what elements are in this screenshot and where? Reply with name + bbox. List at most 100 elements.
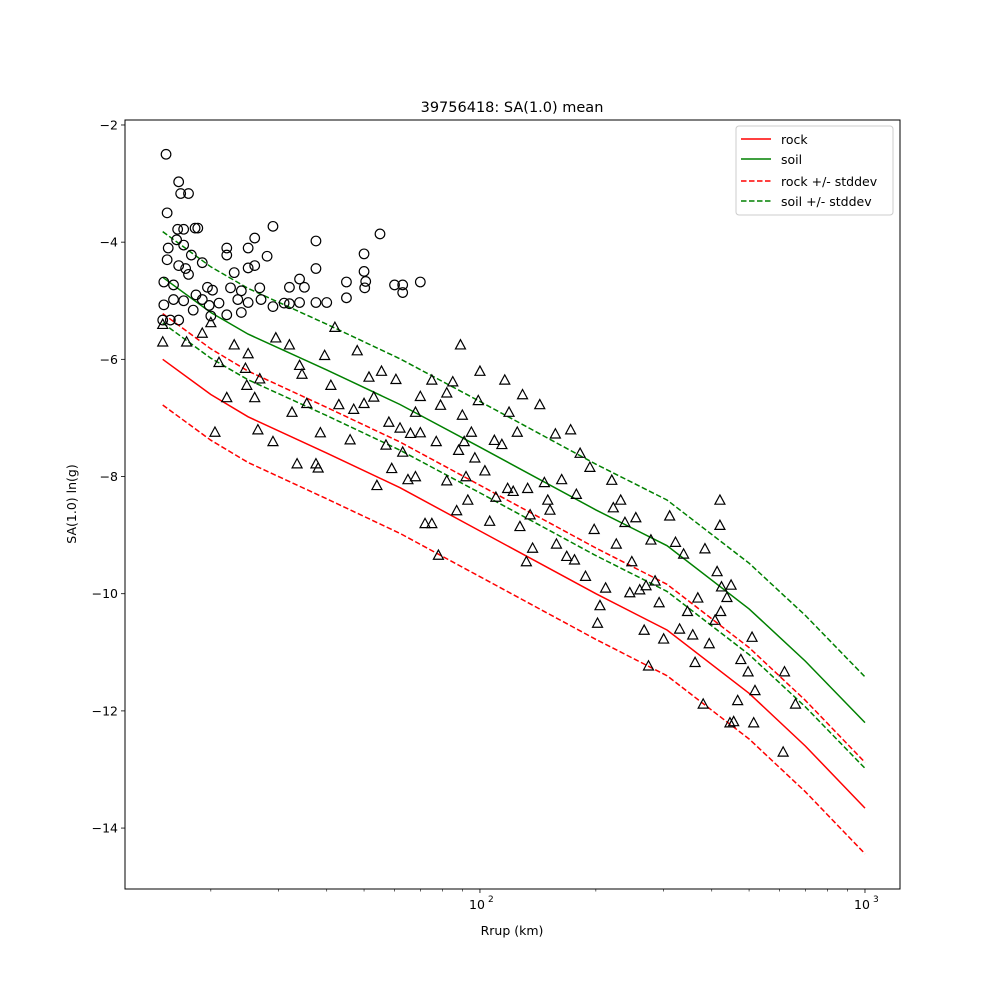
triangle-data-point [507, 484, 520, 497]
triangle-data-point [228, 338, 241, 350]
triangle-data-point [446, 375, 459, 387]
triangle-data-point [473, 364, 486, 376]
triangle-data-point [358, 397, 371, 409]
triangle-data-point [300, 397, 313, 409]
circle-data-point [221, 309, 233, 321]
triangle-data-point [511, 425, 524, 437]
circle-data-point [414, 276, 426, 288]
circle-data-point [284, 281, 295, 293]
legend-soil-stddev-label: soil +/- stddev [781, 194, 872, 209]
x-tick-label-exponent: 3 [873, 895, 879, 905]
circle-data-point [173, 260, 185, 271]
triangle-data-point [382, 415, 395, 427]
triangle-data-point [778, 665, 791, 677]
triangle-data-point [461, 493, 474, 505]
circle-data-point [180, 263, 192, 274]
circle-data-point [242, 242, 254, 254]
circle-data-point [160, 148, 172, 160]
triangle-data-point [686, 628, 699, 640]
triangle-data-point [465, 425, 478, 437]
triangle-data-point [642, 659, 655, 671]
circle-data-point [213, 297, 225, 309]
triangle-data-point [663, 509, 676, 521]
triangle-data-point [789, 697, 802, 709]
triangle-data-point [472, 394, 485, 406]
circle-data-point [294, 297, 305, 308]
triangle-data-point [564, 423, 577, 435]
triangle-data-point [618, 515, 631, 528]
triangle-data-point [533, 398, 546, 410]
y-axis-label: SA(1.0) ln(g) [64, 464, 79, 543]
triangle-data-point [283, 338, 296, 350]
circle-data-point [205, 310, 217, 322]
triangle-data-point [550, 537, 563, 549]
plot-content [156, 148, 866, 855]
circle-data-point [221, 249, 233, 261]
circle-data-point [310, 297, 322, 308]
triangle-data-point [196, 326, 209, 338]
triangle-data-point [419, 517, 432, 529]
circle-data-point [261, 250, 273, 262]
triangle-data-point [156, 335, 169, 347]
y-tick-label: −2 [100, 117, 118, 132]
circle-data-point [278, 297, 290, 309]
triangle-data-point [689, 655, 702, 668]
triangle-data-point [312, 461, 325, 473]
soil-plus-stddev-line [162, 230, 866, 678]
triangle-data-point [248, 391, 261, 403]
axes-frame [124, 119, 901, 890]
triangle-data-point [404, 426, 417, 439]
triangle-data-point [253, 372, 266, 384]
rock-minus-stddev-line [162, 404, 866, 855]
triangle-data-point [681, 605, 694, 617]
circle-data-point [255, 294, 267, 305]
triangle-data-point [691, 591, 704, 603]
triangle-data-point [560, 549, 573, 562]
triangle-data-point [425, 517, 438, 529]
circle-data-point [397, 287, 409, 298]
triangle-data-point [746, 630, 759, 642]
triangle-data-point [454, 338, 467, 350]
triangle-data-point [711, 565, 724, 577]
triangle-data-point [614, 493, 627, 505]
circle-data-point [294, 273, 305, 285]
triangle-data-point [543, 503, 556, 515]
triangle-data-point [731, 694, 744, 706]
chart-title: 39756418: SA(1.0) mean [421, 100, 604, 116]
triangle-data-point [570, 487, 583, 499]
legend-rock-stddev-label: rock +/- stddev [781, 174, 878, 189]
triangle-data-point [344, 433, 357, 445]
circle-data-point [192, 222, 204, 234]
circle-data-point [389, 279, 400, 291]
circle-data-point [360, 276, 372, 287]
triangle-data-point [588, 522, 601, 535]
triangle-data-point [367, 390, 380, 402]
circle-data-point [374, 228, 386, 240]
triangle-data-point [524, 508, 537, 520]
triangle-data-point [513, 520, 526, 532]
triangle-data-point [503, 405, 516, 417]
triangle-data-point [293, 358, 306, 371]
circle-data-point [225, 282, 236, 294]
triangle-data-point [212, 356, 226, 368]
circle-data-point [359, 282, 371, 294]
circle-data-point [267, 220, 279, 232]
triangle-data-point [180, 335, 193, 347]
circle-data-point [310, 263, 322, 274]
triangle-data-point [409, 470, 422, 482]
circle-data-point [310, 235, 322, 247]
triangle-data-point [501, 481, 514, 494]
triangle-data-point [414, 426, 427, 438]
triangle-data-point [251, 423, 264, 435]
triangle-data-point [478, 464, 491, 476]
triangle-data-point [526, 541, 539, 553]
triangle-data-point [583, 460, 596, 472]
triangle-data-point [516, 388, 529, 400]
plot-area [156, 148, 866, 855]
triangle-data-point [555, 473, 568, 485]
triangle-data-point [240, 378, 253, 390]
triangle-data-point [579, 569, 592, 581]
circle-data-point [249, 232, 261, 244]
triangle-data-point [291, 457, 304, 469]
triangle-data-point [458, 435, 471, 447]
